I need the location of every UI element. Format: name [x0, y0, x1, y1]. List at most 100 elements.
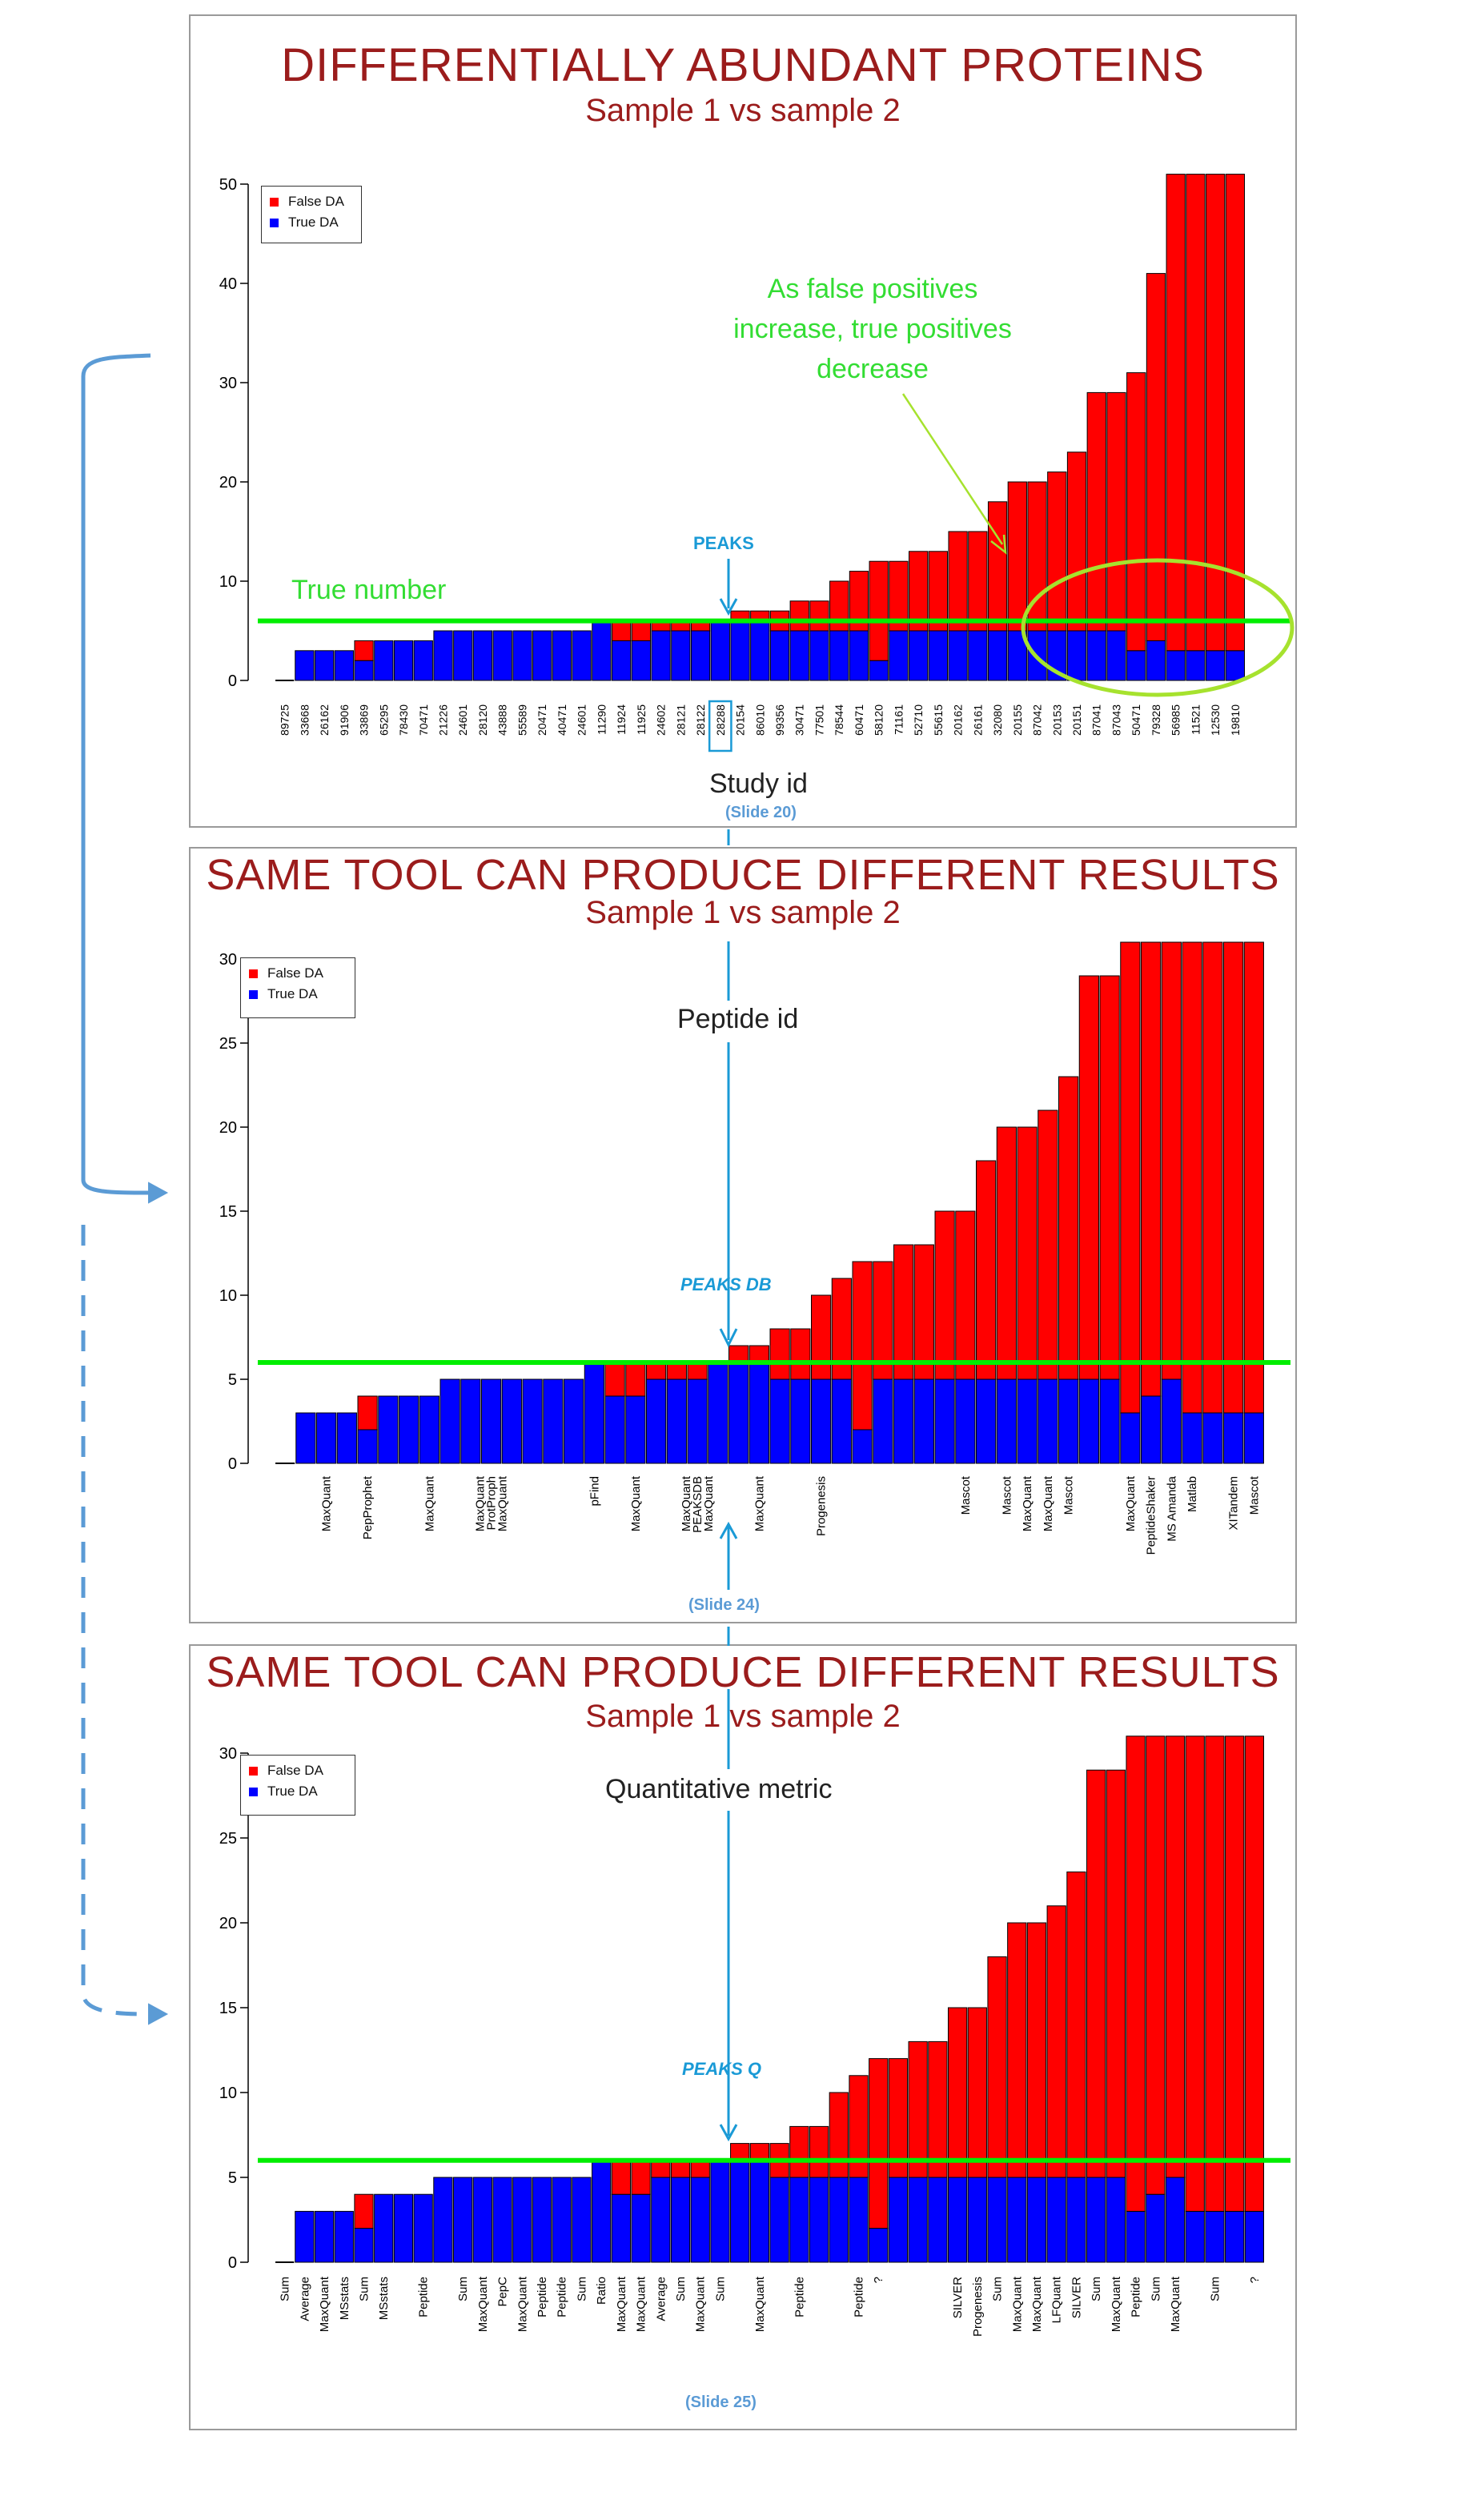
category-label: 26161 — [971, 704, 984, 736]
bar-true-da — [790, 1378, 811, 1464]
bar-false-da — [1038, 1110, 1058, 1380]
bar-false-da — [852, 1261, 873, 1431]
y-tick-label: 10 — [219, 573, 237, 591]
bar-true-da — [611, 2193, 631, 2263]
category-label: 20154 — [734, 704, 747, 736]
category-label: MaxQuant — [423, 1475, 436, 1531]
bar-true-da — [831, 1378, 852, 1464]
bar-true-da — [492, 2177, 512, 2263]
bar-true-da — [1086, 630, 1106, 681]
bar-true-da — [889, 630, 909, 681]
bar-true-da — [440, 1378, 460, 1464]
true-da-swatch — [249, 989, 258, 999]
bar-false-da — [849, 571, 869, 632]
category-label: 70471 — [417, 704, 430, 736]
bar-true-da — [888, 2177, 909, 2263]
axis-title-x: Quantitative metric — [605, 1774, 833, 1804]
bar-false-da — [829, 2092, 849, 2178]
bar-true-da — [543, 1378, 564, 1464]
chart-plot-2: 0 5 10 15 20 25 30 Sum Average MaxQuant MSstats Sum… — [219, 1736, 1290, 2337]
bar-true-da — [670, 2177, 691, 2263]
category-label: 11925 — [635, 704, 648, 735]
panel-title: DIFFERENTIALLY ABUNDANT PROTEINS — [281, 39, 1205, 91]
bar-true-da — [393, 640, 414, 681]
legend: False DA True DA — [240, 957, 355, 1018]
bar-true-da — [1086, 2177, 1106, 2263]
y-tick-label: 0 — [228, 2254, 237, 2272]
bar-true-da — [334, 2210, 354, 2263]
bar-true-da — [604, 1395, 625, 1464]
bar-true-da — [1166, 650, 1186, 681]
bar-true-da — [852, 1429, 873, 1464]
bar-true-da — [314, 650, 335, 681]
bar-true-da — [522, 1378, 543, 1464]
bar-true-da — [769, 2177, 789, 2263]
category-label: 20471 — [536, 704, 548, 736]
category-label: MaxQuant — [516, 2276, 529, 2332]
category-label: PeptideShaker — [1145, 1476, 1158, 1555]
bar-true-da — [869, 2228, 889, 2263]
bar-true-da — [316, 1412, 337, 1464]
y-tick-label: 40 — [219, 275, 237, 293]
bar-true-da — [295, 2210, 315, 2263]
bar-false-da — [809, 2125, 829, 2178]
category-label: MaxQuant — [702, 1475, 716, 1531]
peaks-pointer-label: PEAKS — [693, 533, 754, 553]
category-label: 33668 — [298, 704, 311, 736]
bar-false-da — [869, 2058, 889, 2229]
category-label: PepProphet — [361, 1475, 375, 1539]
bar-false-da — [625, 1362, 646, 1397]
bar-false-da — [1161, 941, 1182, 1380]
bar-true-da — [433, 2177, 453, 2263]
y-tick-label: 20 — [219, 1915, 237, 1932]
bar-false-da — [968, 531, 988, 632]
bar-false-da — [893, 1244, 914, 1380]
category-label: 60471 — [853, 704, 865, 736]
bar-false-da — [631, 2160, 651, 2195]
bar-true-da — [1017, 1378, 1038, 1464]
legend-label: False DA — [267, 965, 323, 981]
y-tick-label: 30 — [219, 951, 237, 969]
y-tick-label: 10 — [219, 1287, 237, 1305]
bar-false-da — [789, 600, 809, 632]
category-label: Mascot — [1247, 1475, 1261, 1515]
y-tick-label: 15 — [219, 2000, 237, 2017]
category-label: 55615 — [932, 704, 945, 736]
category-label: 79328 — [1150, 704, 1162, 736]
panel-subtitle: Sample 1 vs sample 2 — [585, 1699, 901, 1734]
bar-false-da — [354, 640, 374, 661]
category-label: ? — [1248, 2277, 1262, 2283]
true-da-swatch — [270, 218, 279, 227]
bar-false-da — [888, 2058, 909, 2178]
category-label: Average — [654, 2277, 668, 2321]
category-label: MaxQuant — [1124, 1475, 1138, 1531]
bar-true-da — [948, 630, 968, 681]
bar-false-da — [1202, 941, 1223, 1414]
panel-title: SAME TOOL CAN PRODUCE DIFFERENT RESULTS — [206, 851, 1280, 899]
arrowhead — [719, 1328, 738, 1348]
bar-true-da — [913, 1378, 934, 1464]
legend-item-true-da: True DA — [249, 1781, 347, 1802]
y-axis: 0 5 10 15 20 25 30 — [219, 951, 249, 1473]
bar-true-da — [1038, 1378, 1058, 1464]
category-label: 30471 — [793, 704, 806, 736]
bar-false-da — [1106, 1769, 1126, 2178]
category-label: 24602 — [655, 704, 668, 736]
category-label: PepC — [496, 2277, 510, 2307]
bar-true-da — [334, 650, 354, 681]
category-label: MaxQuant — [615, 2276, 628, 2332]
category-label: pFind — [588, 1476, 601, 1507]
bar-false-da — [1141, 941, 1162, 1397]
y-tick-label: 5 — [228, 1371, 237, 1389]
category-label: Peptide — [852, 2277, 865, 2317]
bar-false-da — [1026, 1922, 1047, 2178]
category-label: PEAKSDB — [691, 1476, 704, 1533]
bar-false-da — [987, 1956, 1007, 2178]
y-axis: 0 5 10 15 20 25 30 — [219, 1745, 249, 2272]
category-label: 24601 — [456, 704, 469, 736]
bar-false-da — [1058, 1076, 1079, 1380]
bar-true-da — [378, 1395, 399, 1464]
category-label: 65295 — [377, 704, 390, 736]
